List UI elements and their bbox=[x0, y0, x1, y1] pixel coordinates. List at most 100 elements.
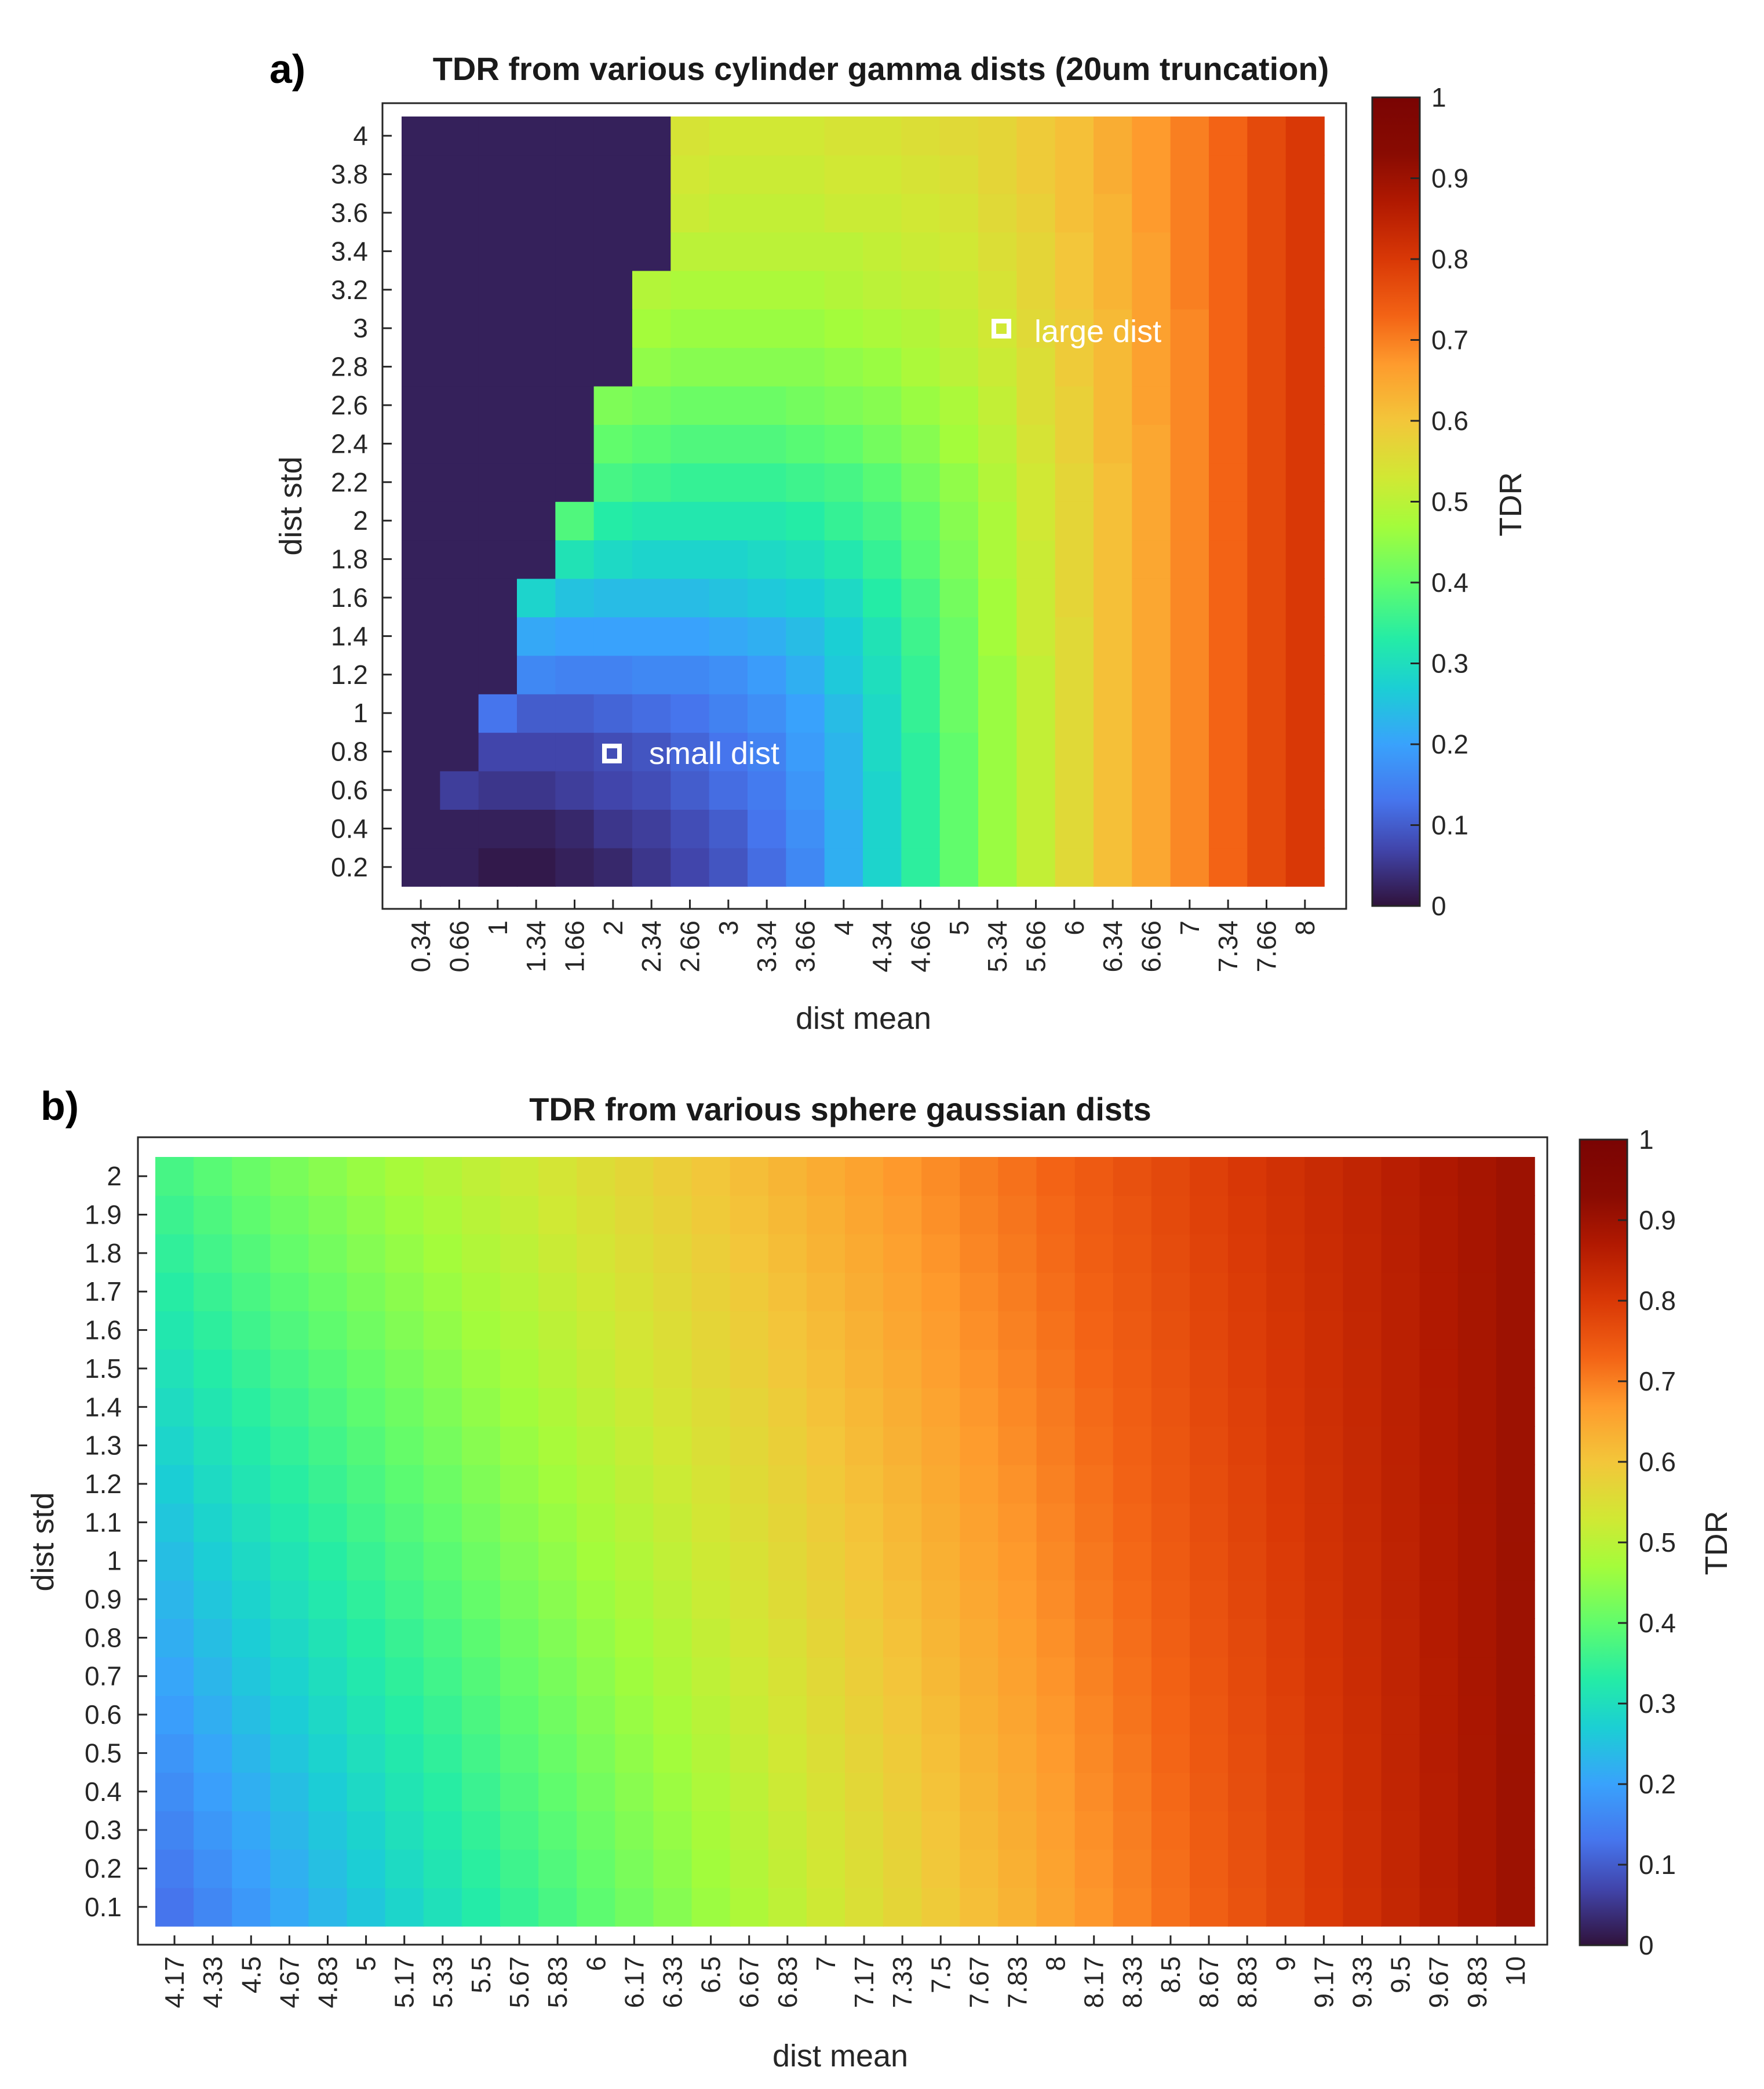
heatmap-cell bbox=[632, 732, 672, 771]
heatmap-cell bbox=[1036, 1233, 1076, 1273]
y-tick-label: 2.4 bbox=[331, 428, 368, 458]
heatmap-cell bbox=[1419, 1349, 1459, 1388]
heatmap-cell bbox=[308, 1349, 348, 1388]
heatmap-cell bbox=[308, 1272, 348, 1312]
heatmap-cell bbox=[709, 463, 748, 502]
heatmap-cell bbox=[1132, 847, 1171, 887]
heatmap-cell bbox=[939, 347, 979, 387]
heatmap-cell bbox=[670, 193, 710, 232]
heatmap-cell bbox=[308, 1464, 348, 1504]
heatmap-cell bbox=[806, 1233, 845, 1273]
heatmap-cell bbox=[577, 1772, 616, 1811]
heatmap-cell bbox=[500, 1580, 539, 1619]
heatmap-cell bbox=[461, 1580, 501, 1619]
x-tick-label: 6.67 bbox=[734, 1956, 764, 2008]
heatmap-cell bbox=[1094, 847, 1133, 887]
heatmap-cell bbox=[1055, 540, 1094, 579]
colorbar-tick-label: 0.5 bbox=[1431, 487, 1468, 517]
heatmap-cell bbox=[270, 1849, 309, 1888]
heatmap-cell bbox=[538, 1734, 578, 1773]
heatmap-cell bbox=[1132, 155, 1171, 194]
heatmap-cell bbox=[939, 617, 979, 656]
heatmap-cell bbox=[748, 309, 787, 348]
x-tick-label: 5.5 bbox=[466, 1956, 496, 1993]
heatmap-cell bbox=[1381, 1772, 1420, 1811]
heatmap-cell bbox=[155, 1388, 194, 1427]
heatmap-cell bbox=[538, 1388, 578, 1427]
heatmap-cell bbox=[500, 1349, 539, 1388]
heatmap-cell bbox=[347, 1695, 386, 1735]
heatmap-cell bbox=[555, 694, 595, 733]
heatmap-cell bbox=[1343, 1887, 1382, 1927]
heatmap-cell bbox=[194, 1618, 233, 1658]
heatmap-cell bbox=[577, 1349, 616, 1388]
y-tick-label: 3.2 bbox=[331, 275, 368, 305]
heatmap-cell bbox=[1074, 1195, 1114, 1235]
heatmap-cell bbox=[632, 809, 672, 849]
x-tick-label: 4.17 bbox=[159, 1956, 189, 2008]
heatmap-cell bbox=[308, 1541, 348, 1581]
heatmap-cell bbox=[1285, 463, 1325, 502]
heatmap-cell bbox=[1304, 1233, 1344, 1273]
heatmap-cell bbox=[1247, 309, 1286, 348]
heatmap-cell bbox=[385, 1388, 424, 1427]
heatmap-cell bbox=[901, 155, 941, 194]
heatmap-cell bbox=[978, 578, 1018, 617]
heatmap-cell bbox=[670, 732, 710, 771]
heatmap-cell bbox=[478, 770, 517, 810]
heatmap-cell bbox=[845, 1233, 884, 1273]
heatmap-cell bbox=[155, 1734, 194, 1773]
heatmap-cell bbox=[960, 1810, 999, 1850]
y-tick-label: 0.9 bbox=[85, 1584, 122, 1614]
heatmap-cell bbox=[824, 155, 863, 194]
x-tick-label: 5.67 bbox=[504, 1956, 534, 2008]
heatmap-cell bbox=[1113, 1311, 1152, 1350]
heatmap-cell bbox=[824, 309, 863, 348]
heatmap-cell bbox=[998, 1426, 1037, 1465]
heatmap-cell bbox=[347, 1272, 386, 1312]
heatmap-cell bbox=[806, 1426, 845, 1465]
y-tick-label: 1.5 bbox=[85, 1353, 122, 1384]
heatmap-cell bbox=[1170, 193, 1209, 232]
heatmap-cell bbox=[1266, 1810, 1306, 1850]
heatmap-cell bbox=[845, 1195, 884, 1235]
heatmap-cell bbox=[845, 1464, 884, 1504]
heatmap-cell bbox=[440, 847, 479, 887]
heatmap-cell bbox=[615, 1887, 654, 1927]
heatmap-cell bbox=[670, 770, 710, 810]
panel-a-x-axis-label: dist mean bbox=[796, 1001, 931, 1036]
x-tick-label: 5.17 bbox=[389, 1956, 420, 2008]
small-dist-marker bbox=[602, 744, 622, 763]
heatmap-cell bbox=[1343, 1695, 1382, 1735]
y-tick-label: 4 bbox=[353, 121, 368, 151]
heatmap-cell bbox=[1190, 1541, 1229, 1581]
heatmap-cell bbox=[440, 347, 479, 387]
heatmap-cell bbox=[691, 1849, 731, 1888]
heatmap-cell bbox=[632, 501, 672, 541]
heatmap-cell bbox=[939, 770, 979, 810]
heatmap-cell bbox=[577, 1272, 616, 1312]
heatmap-cell bbox=[402, 385, 441, 425]
heatmap-cell bbox=[1016, 770, 1056, 810]
heatmap-cell bbox=[385, 1503, 424, 1542]
heatmap-cell bbox=[806, 1887, 845, 1927]
heatmap-cell bbox=[1016, 424, 1056, 464]
heatmap-cell bbox=[1036, 1772, 1076, 1811]
heatmap-cell bbox=[978, 270, 1018, 310]
heatmap-cell bbox=[978, 655, 1018, 694]
heatmap-cell bbox=[517, 270, 556, 310]
panel-a-heatmap bbox=[402, 117, 1325, 887]
y-tick-label: 2 bbox=[353, 505, 368, 536]
heatmap-cell bbox=[517, 424, 556, 464]
heatmap-cell bbox=[670, 463, 710, 502]
heatmap-cell bbox=[768, 1195, 807, 1235]
heatmap-cell bbox=[555, 424, 595, 464]
heatmap-cell bbox=[1496, 1311, 1535, 1350]
heatmap-cell bbox=[730, 1426, 769, 1465]
heatmap-cell bbox=[461, 1618, 501, 1658]
heatmap-cell bbox=[998, 1849, 1037, 1888]
heatmap-cell bbox=[1266, 1734, 1306, 1773]
x-tick-label: 7.66 bbox=[1252, 920, 1282, 973]
heatmap-cell bbox=[670, 617, 710, 656]
heatmap-cell bbox=[960, 1734, 999, 1773]
